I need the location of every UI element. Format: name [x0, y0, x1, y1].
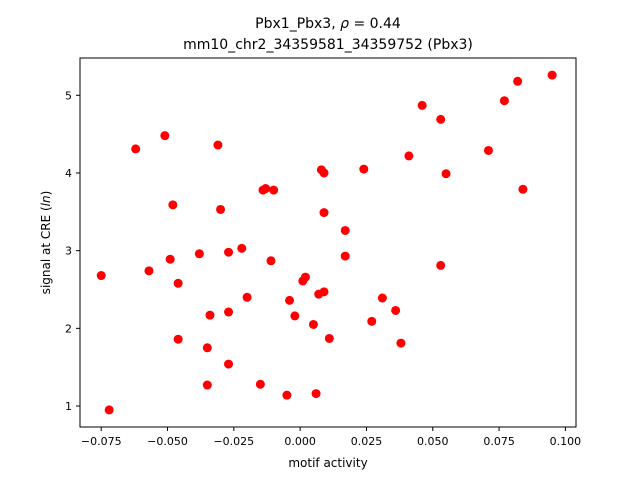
data-point [441, 169, 451, 179]
data-point [324, 333, 334, 343]
data-point [224, 307, 234, 317]
data-point [104, 405, 114, 415]
data-point [319, 208, 329, 218]
y-tick-label: 3 [65, 245, 72, 258]
data-point [436, 114, 446, 124]
x-tick-label: 0.100 [550, 435, 582, 448]
data-point [319, 287, 329, 297]
data-point [173, 278, 183, 288]
data-point [266, 256, 276, 266]
x-tick-label: −0.025 [213, 435, 254, 448]
y-tick-label: 2 [65, 322, 72, 335]
x-tick-label: −0.050 [147, 435, 188, 448]
data-point [224, 359, 234, 369]
data-point [377, 293, 387, 303]
data-point [513, 76, 523, 86]
chart-title-line2: mm10_chr2_34359581_34359752 (Pbx3) [183, 37, 473, 53]
data-point [205, 310, 215, 320]
data-point [160, 131, 170, 141]
data-point [144, 266, 154, 276]
data-point [173, 334, 183, 344]
x-tick-label: 0.000 [284, 435, 316, 448]
chart-title-line1: Pbx1_Pbx3, ρ = 0.44 [255, 16, 401, 32]
data-point [168, 200, 178, 210]
plot-area-frame [79, 57, 577, 428]
data-point [518, 184, 528, 194]
data-point [311, 389, 321, 399]
x-axis-ticks: −0.075 −0.050 −0.025 0.000 0.025 0.050 0.075 0.… [81, 427, 581, 448]
y-axis-ticks: 1 2 3 4 5 [65, 89, 80, 413]
data-point [237, 243, 247, 253]
data-point [285, 295, 295, 305]
data-point [436, 260, 446, 270]
data-point [165, 254, 175, 264]
data-point [308, 319, 318, 329]
data-point [300, 272, 310, 282]
data-point [269, 185, 279, 195]
data-point [499, 96, 509, 106]
y-tick-label: 1 [65, 400, 72, 413]
data-point [194, 249, 204, 259]
data-points [96, 70, 557, 415]
data-point [242, 292, 252, 302]
data-point [255, 379, 265, 389]
data-point [483, 145, 493, 155]
data-point [202, 343, 212, 353]
x-tick-label: 0.025 [351, 435, 383, 448]
data-point [391, 305, 401, 315]
data-point [282, 390, 292, 400]
data-point [367, 316, 377, 326]
x-axis-label: motif activity [288, 456, 367, 470]
data-point [216, 204, 226, 214]
data-point [202, 380, 212, 390]
data-point [131, 144, 141, 154]
y-tick-label: 5 [65, 89, 72, 102]
data-point [340, 251, 350, 261]
y-axis-label: signal at CRE (ln) [39, 191, 53, 295]
data-point [319, 168, 329, 178]
x-tick-label: 0.075 [483, 435, 515, 448]
data-point [224, 247, 234, 257]
x-tick-label: 0.050 [417, 435, 449, 448]
data-point [359, 164, 369, 174]
data-point [417, 100, 427, 110]
data-point [290, 311, 300, 321]
y-tick-label: 4 [65, 167, 72, 180]
data-point [404, 151, 414, 161]
data-point [547, 70, 557, 80]
data-point [261, 184, 271, 194]
x-tick-label: −0.075 [81, 435, 122, 448]
data-point [213, 140, 223, 150]
data-point [396, 338, 406, 348]
data-point [340, 225, 350, 235]
data-point [96, 271, 106, 281]
